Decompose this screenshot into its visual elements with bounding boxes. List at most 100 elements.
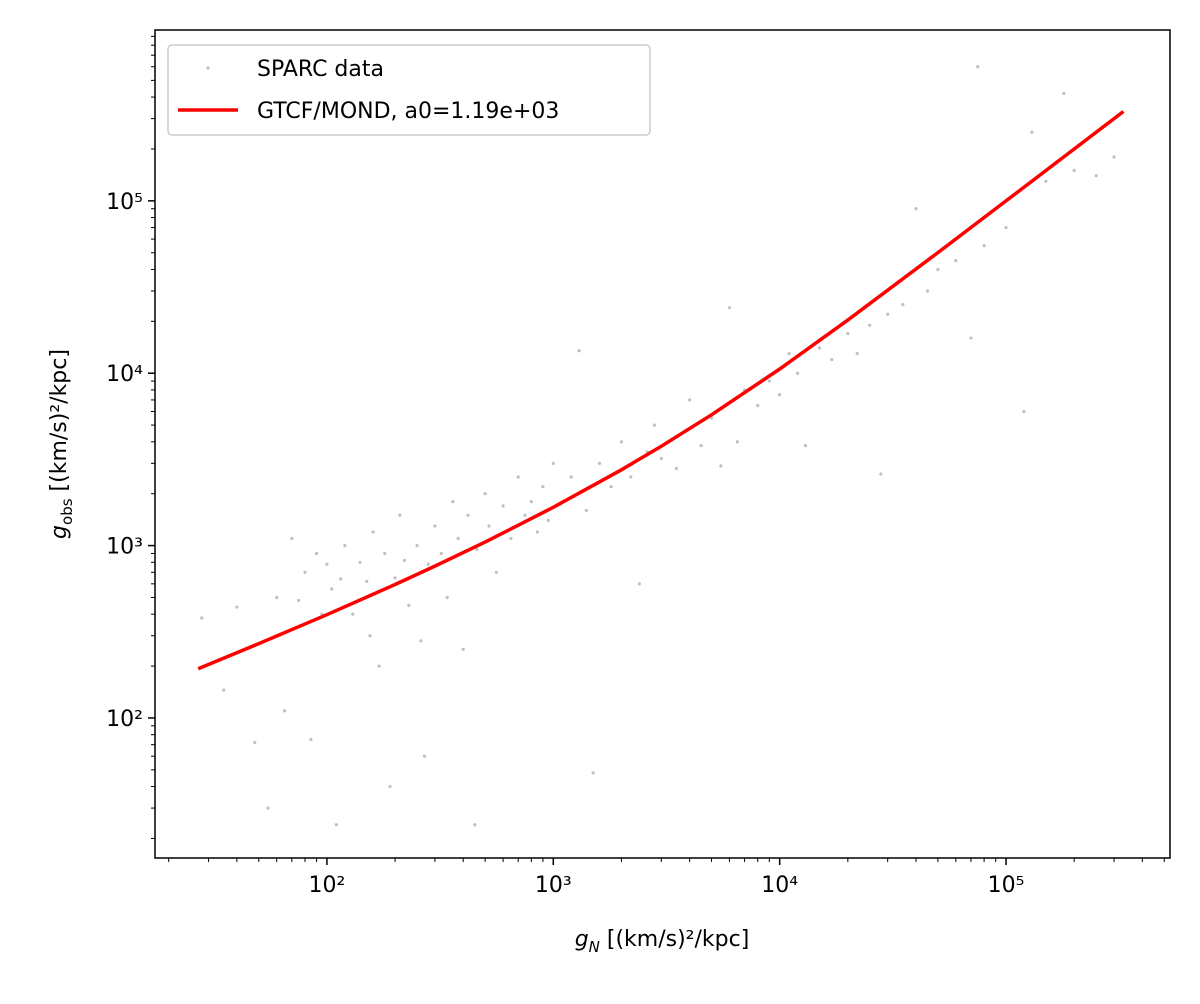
data-point: [699, 444, 703, 448]
data-point: [577, 349, 581, 353]
data-point: [1044, 179, 1048, 183]
data-point: [637, 582, 641, 586]
data-point: [303, 570, 307, 574]
data-point: [501, 504, 505, 508]
data-point: [1022, 409, 1026, 414]
data-point: [901, 303, 905, 307]
data-point: [1072, 168, 1076, 173]
data-point: [817, 346, 822, 350]
data-point: [619, 440, 624, 444]
data-point: [393, 576, 397, 580]
data-point: [735, 440, 739, 444]
data-point: [422, 754, 427, 758]
data-point: [388, 784, 392, 789]
data-point: [235, 605, 239, 609]
data-point: [803, 444, 808, 448]
y-tick-label: 10⁴: [106, 362, 143, 387]
data-point: [674, 466, 679, 471]
data-point: [330, 587, 334, 591]
data-point: [516, 475, 520, 479]
x-label-sub: N: [589, 938, 600, 956]
data-point: [1004, 225, 1008, 230]
data-point: [334, 823, 338, 827]
x-label-symbol: g: [575, 927, 589, 952]
data-point: [368, 634, 372, 638]
data-point: [535, 530, 539, 534]
x-tick-label: 10²: [309, 873, 346, 898]
legend-label: SPARC data: [257, 57, 384, 82]
data-point: [629, 475, 633, 479]
data-point: [461, 647, 465, 651]
data-point: [1030, 130, 1034, 134]
data-point: [253, 740, 257, 745]
data-point: [569, 475, 573, 479]
data-point: [523, 513, 527, 517]
data-point: [1112, 155, 1116, 159]
data-point: [439, 551, 443, 556]
data-point: [371, 530, 375, 534]
data-point: [466, 513, 470, 517]
y-label-sub: obs: [58, 498, 76, 525]
data-point: [954, 259, 958, 263]
data-point: [365, 579, 369, 583]
y-axis-label: gobs [(km/s)²/kpc]: [47, 349, 76, 539]
data-point: [687, 398, 692, 402]
data-point: [309, 737, 313, 742]
data-point: [456, 536, 460, 541]
data-point: [886, 312, 890, 316]
data-point: [727, 306, 732, 310]
data-point: [1062, 91, 1066, 96]
data-point: [529, 499, 533, 504]
legend-label: GTCF/MOND, a0=1.19e+03: [257, 99, 559, 124]
data-point: [969, 336, 973, 340]
fit-line: [197, 110, 1125, 671]
data-point: [795, 371, 800, 375]
data-point: [473, 823, 477, 827]
plot-area: [197, 65, 1125, 827]
y-label-symbol: g: [47, 525, 72, 539]
data-point: [351, 612, 355, 616]
data-point: [756, 403, 760, 408]
data-point: [222, 688, 226, 692]
data-point: [402, 558, 407, 563]
data-point: [325, 562, 329, 566]
y-tick-label: 10⁵: [106, 190, 143, 215]
data-point: [343, 543, 347, 548]
data-point: [767, 379, 771, 383]
legend-marker: [206, 66, 210, 70]
data-point: [407, 603, 411, 607]
data-point: [487, 524, 491, 528]
data-point: [509, 536, 513, 541]
data-point: [1094, 174, 1098, 178]
data-point: [451, 499, 455, 504]
data-point: [976, 65, 980, 69]
data-point: [546, 518, 550, 523]
data-point: [652, 423, 657, 427]
y-label-unit: [(km/s)²/kpc]: [47, 349, 72, 498]
data-point: [925, 289, 930, 293]
data-point: [275, 595, 279, 600]
data-point: [266, 806, 270, 810]
data-point: [609, 484, 613, 489]
x-label-unit: [(km/s)²/kpc]: [600, 927, 749, 952]
data-point: [494, 570, 498, 574]
data-point: [426, 562, 430, 566]
data-point: [551, 461, 555, 465]
data-point: [879, 472, 883, 476]
data-point: [398, 513, 402, 517]
data-point: [339, 577, 343, 581]
data-point: [868, 323, 872, 327]
data-point: [290, 536, 294, 541]
data-point: [914, 207, 918, 211]
data-point: [591, 771, 595, 775]
data-point: [483, 492, 487, 496]
data-point: [584, 508, 588, 513]
data-point: [719, 464, 723, 468]
data-point: [383, 551, 387, 556]
data-point: [597, 461, 602, 465]
x-tick-label: 10³: [535, 873, 572, 898]
legend-box: [167, 44, 651, 136]
data-point: [982, 244, 986, 248]
